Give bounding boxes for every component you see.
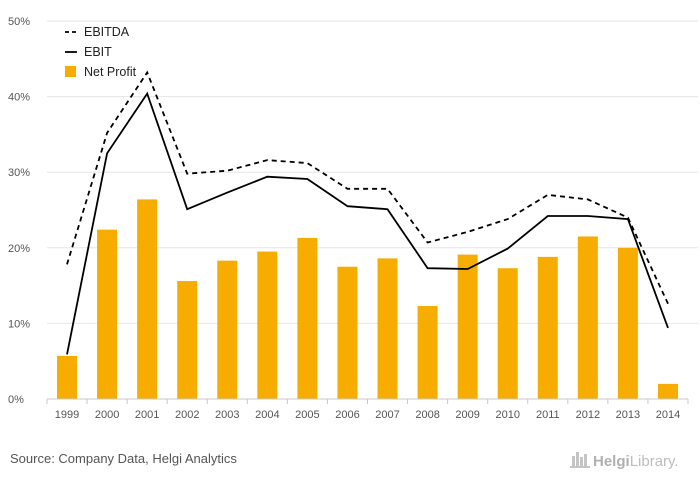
bar-net-profit-2001: [137, 199, 158, 399]
bar-net-profit-2004: [257, 251, 278, 399]
x-tick-label-2012: 2012: [576, 409, 600, 421]
line-ebit: [66, 91, 669, 355]
net-profit-bars: [57, 199, 678, 399]
logo-skyline-icon: [570, 452, 590, 468]
bar-net-profit-2006: [337, 266, 358, 399]
x-tick-label-2003: 2003: [215, 409, 239, 421]
x-tick-label-2002: 2002: [175, 409, 199, 421]
bar-net-profit-2002: [177, 281, 198, 399]
y-tick-label-40: 40%: [8, 92, 30, 104]
logo-brand-rest: Library.: [630, 453, 679, 470]
bar-net-profit-2011: [537, 256, 558, 399]
bar-net-profit-2009: [457, 254, 478, 399]
y-tick-label-50: 50%: [8, 16, 30, 28]
bar-net-profit-2014: [657, 383, 678, 399]
bar-net-profit-2012: [577, 236, 598, 399]
x-tick-label-1999: 1999: [55, 409, 79, 421]
legend-label-net-profit: Net Profit: [84, 65, 137, 79]
bar-net-profit-2013: [617, 247, 638, 399]
legend-label-ebitda: EBITDA: [84, 25, 130, 39]
y-tick-label-0: 0%: [8, 394, 24, 406]
x-tick-label-2010: 2010: [495, 409, 519, 421]
x-tick-label-2001: 2001: [135, 409, 159, 421]
x-tick-label-2004: 2004: [255, 409, 279, 421]
line-series: [66, 70, 669, 355]
x-tick-label-2000: 2000: [95, 409, 119, 421]
legend: EBITDA EBIT Net Profit: [65, 25, 137, 79]
bar-net-profit-2008: [417, 306, 438, 399]
x-tick-label-2011: 2011: [536, 409, 560, 421]
axes: 0% 10% 20% 30% 40% 50% 1999 2000 2001 2002 2003 200…: [8, 16, 689, 421]
x-tick-label-2006: 2006: [335, 409, 359, 421]
y-tick-label-20: 20%: [8, 243, 30, 255]
source-note: Source: Company Data, Helgi Analytics: [10, 451, 237, 466]
y-tick-label-10: 10%: [8, 318, 30, 330]
bar-net-profit-2010: [497, 268, 518, 399]
x-tick-label-2009: 2009: [455, 409, 479, 421]
bar-net-profit-1999: [57, 355, 78, 399]
x-tick-label-2008: 2008: [415, 409, 439, 421]
legend-swatch-net-profit: [65, 66, 76, 77]
line-ebitda: [66, 70, 669, 305]
x-tick-label-2013: 2013: [616, 409, 640, 421]
bar-net-profit-2007: [377, 258, 398, 399]
bar-net-profit-2000: [97, 229, 118, 399]
x-tick-label-2005: 2005: [295, 409, 319, 421]
bar-net-profit-2005: [297, 237, 318, 399]
bar-net-profit-2003: [217, 260, 238, 399]
x-tick-label-2007: 2007: [375, 409, 399, 421]
logo-brand-bold: Helgi: [593, 453, 630, 470]
legend-label-ebit: EBIT: [84, 45, 112, 59]
y-tick-label-30: 30%: [8, 167, 30, 179]
logo-brand-text: HelgiLibrary.: [593, 453, 679, 470]
x-tick-label-2014: 2014: [656, 409, 680, 421]
helgi-library-logo: HelgiLibrary.: [570, 452, 679, 470]
